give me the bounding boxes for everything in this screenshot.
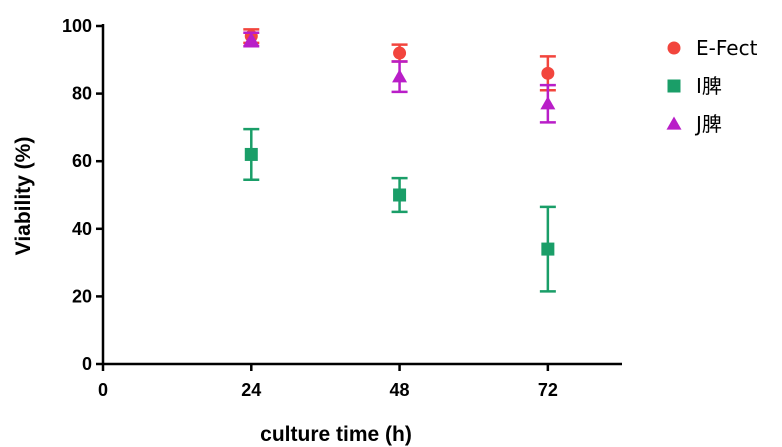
axes: 0 24 48 72 0 20 40 60 80 100 xyxy=(62,16,622,400)
legend-marker xyxy=(666,116,682,130)
legend-entry: E-Fect xyxy=(696,36,758,60)
x-tick-label: 72 xyxy=(538,380,558,400)
legend-entry: J脾 xyxy=(694,112,722,136)
series-i xyxy=(243,127,556,293)
data-point xyxy=(244,147,258,161)
plot-area xyxy=(243,28,556,293)
legend: E-Fect I脾 J脾 xyxy=(666,36,758,136)
y-tick-label: 40 xyxy=(72,219,92,239)
x-tick-label: 24 xyxy=(241,380,261,400)
data-point xyxy=(392,69,408,83)
data-point xyxy=(393,46,407,60)
x-tick-label: 0 xyxy=(98,380,108,400)
data-point xyxy=(393,188,407,202)
data-point xyxy=(541,242,555,256)
y-tick-label: 80 xyxy=(72,84,92,104)
series-j xyxy=(243,31,556,124)
y-tick-label: 0 xyxy=(82,354,92,374)
y-tick-label: 100 xyxy=(62,16,92,36)
legend-marker xyxy=(667,79,681,93)
x-tick-label: 48 xyxy=(390,380,410,400)
legend-entry: I脾 xyxy=(696,74,722,98)
data-point xyxy=(243,32,259,46)
y-tick-label: 60 xyxy=(72,151,92,171)
data-point xyxy=(540,96,556,110)
legend-marker xyxy=(667,41,681,55)
y-tick-label: 20 xyxy=(72,286,92,306)
x-axis-title: culture time (h) xyxy=(260,423,412,446)
y-axis-title: Viability (%) xyxy=(12,137,35,256)
data-point xyxy=(541,66,555,80)
